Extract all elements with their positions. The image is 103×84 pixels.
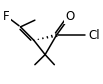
Text: Cl: Cl (88, 29, 100, 42)
Text: O: O (65, 10, 74, 23)
Text: F: F (3, 10, 9, 23)
